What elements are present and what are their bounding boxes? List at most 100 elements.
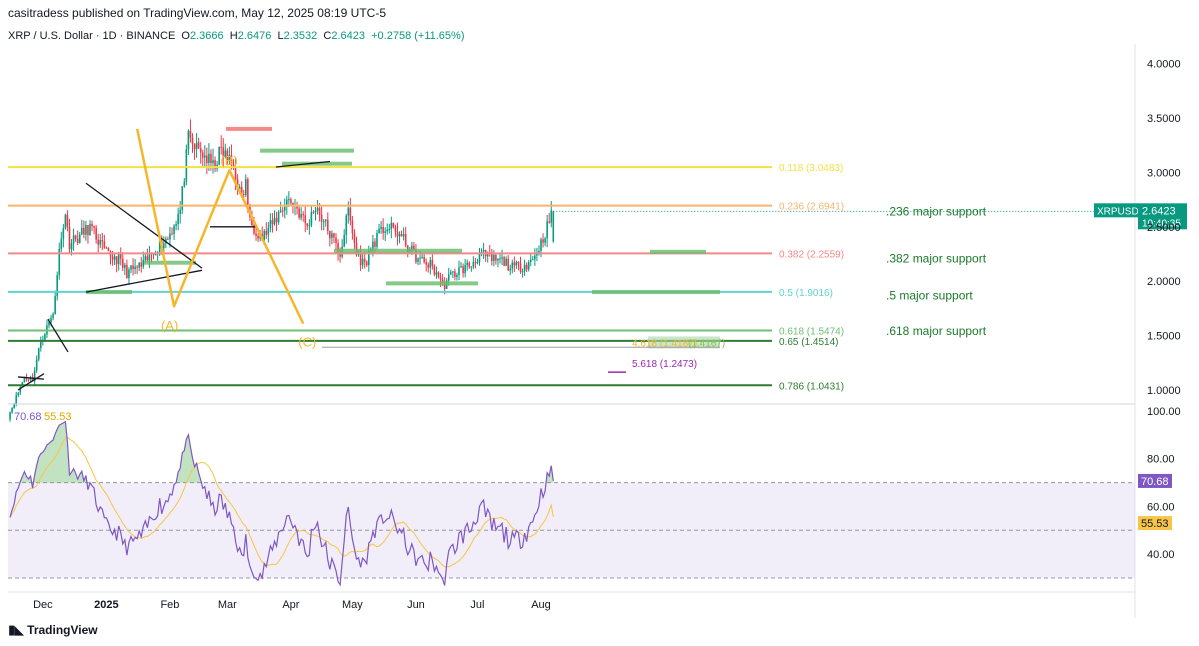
high-label: H (229, 30, 238, 42)
candle-body (546, 221, 548, 239)
candle-body (140, 262, 143, 267)
candle-body (197, 142, 200, 149)
candle-body (148, 252, 151, 261)
candle-body (335, 237, 337, 243)
ticker-badge (1094, 203, 1138, 218)
main-price-pane[interactable]: 0.118 (3.0483) 0.236 (2.6941) 0.382 (2.255… (8, 119, 1135, 422)
candle-body (64, 214, 67, 229)
candle-body (204, 155, 206, 158)
candle-body (27, 378, 30, 380)
candle-body (62, 228, 65, 239)
fib-extension[interactable]: 4.618 (1.4187)(1.4167) 5.618 (1.2473) (322, 336, 725, 373)
candle-body (384, 231, 386, 233)
candle-body (320, 214, 323, 222)
candle-body (265, 230, 268, 235)
candle-body (144, 256, 147, 260)
tradingview-logo-icon: ▮◣ (8, 622, 24, 637)
candle-body (458, 267, 460, 275)
candle-body (491, 253, 493, 261)
trendline (275, 160, 331, 168)
candle-body (216, 164, 218, 169)
fib-level-label: 0.236 (2.6941) (779, 202, 844, 213)
candle-body (247, 179, 249, 205)
candle-body (552, 211, 555, 242)
candle-body (249, 204, 251, 217)
candle-body (245, 179, 247, 196)
candle-body (429, 260, 432, 268)
rsi-ma-badge (1138, 516, 1172, 531)
candle-body (462, 266, 464, 274)
support-note: .618 major support (886, 324, 987, 338)
candle-body (542, 239, 544, 243)
candle-body (378, 228, 380, 234)
candle-body (122, 258, 124, 268)
candle-body (199, 148, 202, 153)
candle-body (390, 222, 393, 229)
rsi-pane[interactable]: 70.68 55.53 (8, 411, 1135, 587)
candle-body (497, 258, 499, 261)
candle-body (101, 239, 104, 242)
support-note: .382 major support (886, 251, 987, 265)
candle-body (228, 155, 231, 162)
candle-body (83, 227, 85, 235)
fib-level-label: 0.786 (1.0431) (779, 381, 844, 392)
trendline (17, 373, 45, 391)
candle-body (419, 257, 421, 259)
rsi-band (8, 482, 1135, 578)
symbol-legend[interactable]: XRP / U.S. Dollar · 1D · BINANCE O2.3666… (8, 30, 465, 42)
candle-body (445, 280, 448, 289)
candle-body (234, 166, 237, 180)
candle-body (355, 242, 358, 255)
symbol-name: XRP / U.S. Dollar · 1D · BINANCE (8, 30, 176, 42)
support-box (334, 248, 462, 253)
abc-wave[interactable] (135, 128, 305, 325)
price-tick-label: 3.5000 (1147, 113, 1181, 125)
candle-body (119, 254, 122, 259)
support-zones[interactable] (86, 126, 720, 295)
candle-body (476, 261, 479, 264)
candle-body (42, 339, 44, 342)
support-box (650, 249, 706, 254)
price-badge (1138, 203, 1187, 230)
candle-body (411, 245, 413, 249)
candle-body (54, 296, 56, 315)
candle-body (263, 230, 266, 241)
candle-body (529, 259, 532, 263)
fib-retracement[interactable]: 0.118 (3.0483) 0.236 (2.6941) 0.382 (2.255… (8, 163, 844, 392)
candle-body (456, 274, 458, 277)
candle-body (400, 234, 403, 237)
candle-body (97, 239, 99, 245)
candle-body (156, 252, 159, 255)
candle-body (329, 230, 331, 239)
candle-body (23, 377, 26, 383)
trendlines[interactable] (17, 160, 331, 391)
candle-body (175, 224, 177, 226)
candle-body (314, 210, 317, 213)
candle-body (19, 386, 22, 393)
candle-body (501, 257, 503, 259)
tradingview-logo[interactable]: ▮◣ TradingView (8, 622, 98, 638)
candle-body (224, 150, 227, 158)
candle-body (173, 225, 175, 234)
candle-body (74, 235, 77, 239)
candle-body (306, 223, 309, 226)
open-value: 2.3666 (189, 30, 224, 42)
candle-body (394, 227, 397, 232)
candle-body (544, 238, 546, 243)
price-badge-value: 2.6423 (1142, 205, 1176, 217)
candle-body (499, 258, 501, 260)
wave-label: (B) (220, 153, 237, 168)
candle-body (450, 272, 452, 275)
candle-body (255, 233, 257, 236)
candle-body (343, 234, 345, 247)
candle-body (181, 186, 184, 210)
candle-body (388, 228, 391, 230)
candle-body (454, 271, 456, 277)
candle-body (312, 212, 315, 214)
fib-level-label: 0.5 (1.9016) (779, 288, 833, 299)
candle-body (29, 377, 32, 380)
candle-body (236, 179, 239, 190)
rsi-ma-badge-value: 55.53 (1141, 518, 1169, 530)
